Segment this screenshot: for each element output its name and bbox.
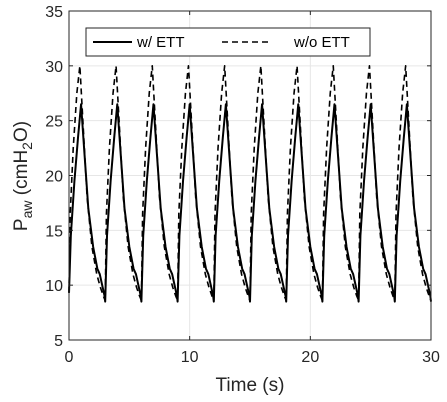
y-axis-label-unit-subscript: 2	[19, 142, 35, 150]
y-tick-label: 10	[45, 278, 63, 295]
series-layer	[68, 65, 432, 303]
series-line-w-ett	[68, 103, 432, 303]
y-tick-label: 5	[54, 333, 63, 350]
x-tick-label: 20	[301, 349, 319, 366]
legend-label-w-ett: w/ ETT	[136, 34, 185, 51]
y-axis-label-main: P	[11, 218, 32, 231]
y-axis-label: Paw (cmH2O)	[11, 121, 35, 231]
x-axis-label: Time (s)	[216, 375, 285, 396]
y-axis-label-subscript: aw	[19, 200, 35, 219]
y-axis-label-unit-start: (cmH	[11, 150, 32, 201]
y-tick-label: 15	[45, 223, 63, 240]
y-tick-label: 25	[45, 114, 63, 131]
legend: w/ ETT w/o ETT	[85, 27, 371, 57]
axis-ticks: 0 10 20 30 5 10 15 20 25 30 35	[45, 4, 440, 366]
x-tick-label: 10	[181, 349, 199, 366]
y-tick-label: 20	[45, 169, 63, 186]
y-axis-label-unit-end: O)	[11, 121, 32, 142]
x-tick-label: 0	[65, 349, 74, 366]
y-tick-label: 35	[45, 4, 63, 21]
legend-label-wo-ett: w/o ETT	[293, 34, 350, 51]
y-tick-label: 30	[45, 59, 63, 76]
x-tick-label: 30	[422, 349, 440, 366]
